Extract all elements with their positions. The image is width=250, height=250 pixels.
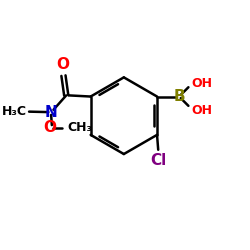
Text: N: N [45, 104, 58, 120]
Text: O: O [56, 57, 70, 72]
Text: OH: OH [192, 104, 213, 117]
Text: H₃C: H₃C [2, 105, 27, 118]
Text: OH: OH [192, 76, 213, 90]
Text: O: O [43, 120, 56, 136]
Text: B: B [173, 89, 185, 104]
Text: Cl: Cl [150, 153, 166, 168]
Text: CH₃: CH₃ [67, 122, 92, 134]
